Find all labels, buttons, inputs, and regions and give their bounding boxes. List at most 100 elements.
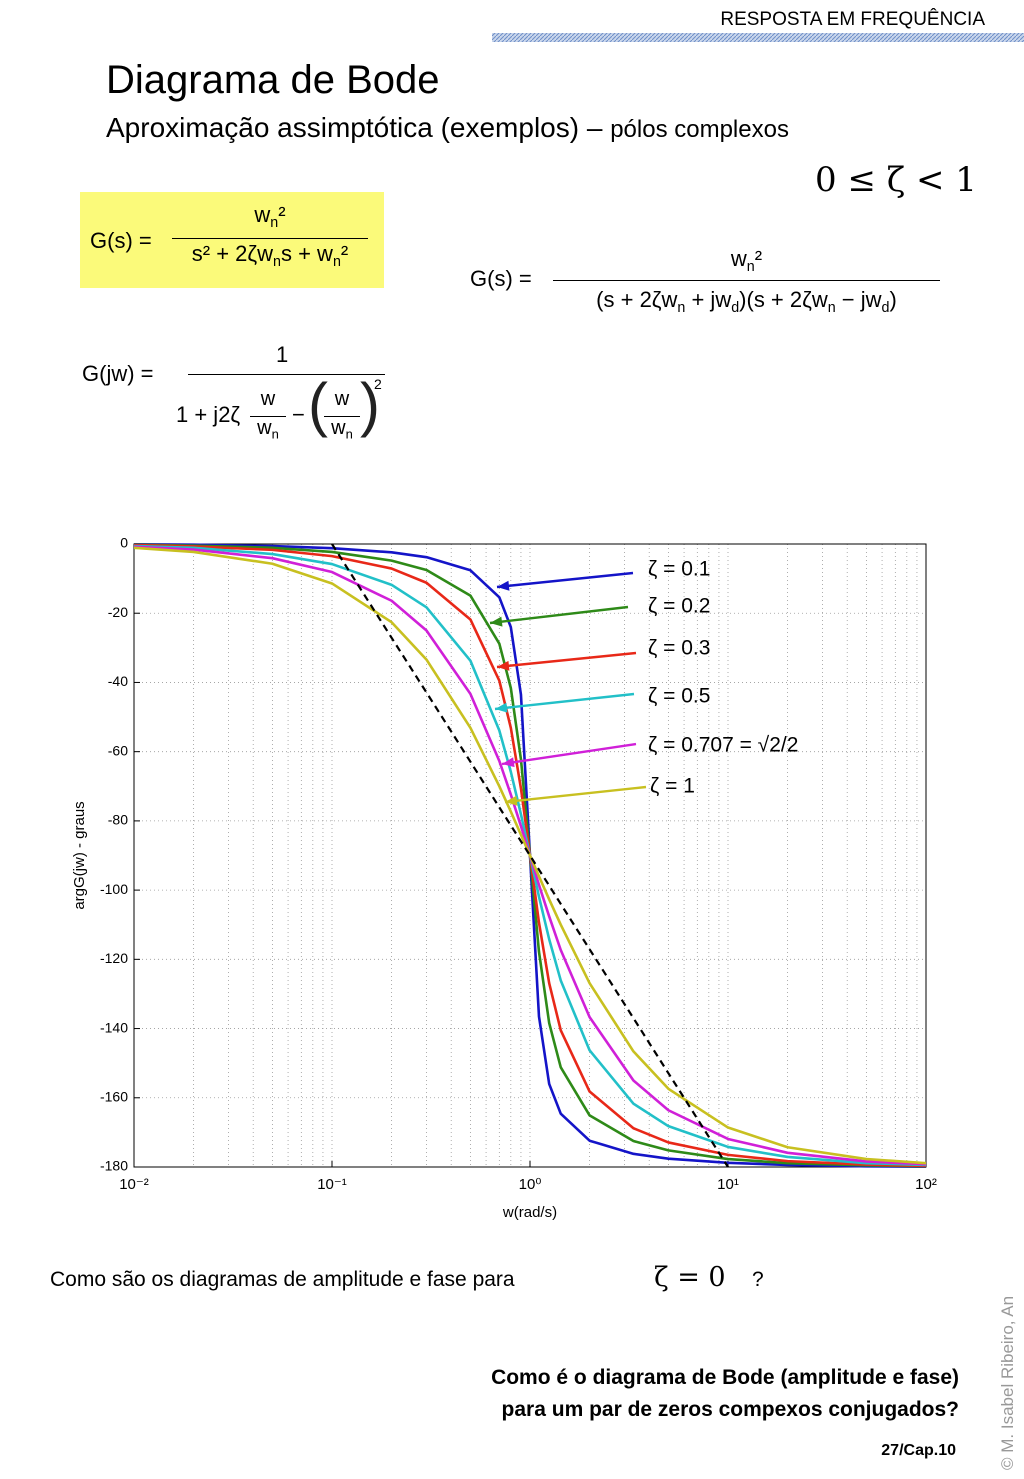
eq-text: w xyxy=(254,202,271,227)
fraction-bar xyxy=(188,374,385,375)
arrow-head xyxy=(497,580,510,591)
arrow-head xyxy=(505,795,518,806)
annotation-arrow xyxy=(496,651,637,669)
annotation-label: ζ = 0.1 xyxy=(648,558,710,581)
eq-text: − xyxy=(292,402,305,427)
series-line xyxy=(134,546,926,1165)
arrow-head xyxy=(502,757,515,768)
annotation-arrow xyxy=(494,692,635,711)
numerator: 1 xyxy=(276,342,289,367)
question-math: ζ = 0 xyxy=(654,1262,726,1293)
annotation-label: ζ = 0.5 xyxy=(648,685,710,708)
numerator: w xyxy=(334,388,350,410)
y-tick-label: -20 xyxy=(108,604,128,620)
eq-text: + jw xyxy=(685,287,732,312)
eq-lhs: G(s) = xyxy=(470,266,532,291)
y-tick-label: -120 xyxy=(100,950,128,966)
page-number: 27/Cap.10 xyxy=(881,1442,956,1459)
x-tick-label: 10⁰ xyxy=(519,1176,542,1193)
y-tick-label: 0 xyxy=(120,535,128,551)
subscript: n xyxy=(677,300,686,316)
question-box: Como é o diagrama de Bode (amplitude e f… xyxy=(491,1362,959,1426)
arrow-head xyxy=(495,702,508,713)
y-tick-label: -180 xyxy=(100,1158,128,1174)
eq-text: 1 + j2ζ xyxy=(176,402,241,427)
plot-frame xyxy=(133,543,927,1168)
subtitle: Aproximação assimptótica (exemplos) – pó… xyxy=(106,112,789,144)
eq-text: w xyxy=(257,417,272,439)
paren: ) xyxy=(360,371,380,438)
subscript: d xyxy=(881,300,890,316)
eq-text: (s + 2ζw xyxy=(596,287,678,312)
subscript: n xyxy=(746,259,755,275)
annotation-label: ζ = 1 xyxy=(650,775,695,798)
eq-text: w xyxy=(331,417,346,439)
annotation-arrow xyxy=(504,785,647,804)
subtitle-small: pólos complexos xyxy=(610,116,789,143)
numerator: w xyxy=(260,388,276,410)
subscript: n xyxy=(270,215,279,231)
annotation-arrow xyxy=(496,571,634,589)
condition: 0 ≤ ζ < 1 xyxy=(815,160,977,200)
eq-text: s + w xyxy=(280,241,333,266)
y-tick-label: -100 xyxy=(100,881,128,897)
title: Diagrama de Bode xyxy=(106,58,440,102)
numerator: wn² xyxy=(172,202,368,231)
eq-text: − jw xyxy=(835,287,882,312)
eq-text: ) xyxy=(889,287,897,312)
subscript: n xyxy=(827,300,836,316)
fraction: w wn xyxy=(250,388,286,442)
section-title: RESPOSTA EM FREQUÊNCIA xyxy=(720,8,985,30)
question-end: ? xyxy=(752,1268,764,1291)
annotation-label: ζ = 0.3 xyxy=(648,637,710,660)
header-bar xyxy=(492,33,1024,42)
y-tick-label: -60 xyxy=(108,742,128,758)
subscript: n xyxy=(345,426,353,442)
annotation-arrow xyxy=(489,605,629,625)
x-tick-label: 10⁻¹ xyxy=(317,1176,347,1193)
x-tick-label: 10² xyxy=(915,1176,937,1193)
denominator: s² + 2ζwns + wn² xyxy=(172,241,368,270)
question-line: para um par de zeros compexos conjugados… xyxy=(501,1398,959,1421)
y-tick-label: -160 xyxy=(100,1088,128,1104)
subscript: n xyxy=(273,254,281,270)
annotation-label: ζ = 0.2 xyxy=(648,595,710,618)
denominator: wn xyxy=(324,417,360,442)
eq-text: ² xyxy=(278,202,286,227)
eq-lhs: G(jw) = xyxy=(82,361,154,386)
numerator: wn² xyxy=(553,246,940,275)
annotation-arrow xyxy=(501,742,637,766)
copyright: © M. Isabel Ribeiro, An xyxy=(998,1295,1017,1470)
fraction-bar xyxy=(250,416,286,417)
question-line: Como é o diagrama de Bode (amplitude e f… xyxy=(491,1366,959,1389)
eq-text: ² xyxy=(340,241,349,266)
eq-lhs: G(s) = xyxy=(90,228,152,253)
y-tick-label: -80 xyxy=(108,812,128,828)
eq-text: )(s + 2ζw xyxy=(739,287,828,312)
subscript: d xyxy=(731,300,740,316)
series-line xyxy=(331,543,729,1168)
y-tick-label: -40 xyxy=(108,673,128,689)
y-axis-label: argG(jw) - graus xyxy=(71,801,88,909)
paren: ( xyxy=(308,371,328,438)
eq-text: s² + 2ζw xyxy=(191,241,274,266)
fraction: wn² (s + 2ζwn + jwd)(s + 2ζwn − jwd) xyxy=(553,246,940,316)
y-tick-label: -140 xyxy=(100,1019,128,1035)
x-tick-label: 10¹ xyxy=(717,1176,739,1193)
subscript: n xyxy=(271,426,279,442)
denominator: (s + 2ζwn + jwd)(s + 2ζwn − jwd) xyxy=(553,287,940,316)
eq-text: w xyxy=(730,246,747,271)
highlight-box xyxy=(80,192,384,288)
arrow-head xyxy=(490,616,503,627)
fraction: wn² s² + 2ζwns + wn² xyxy=(172,202,368,270)
x-axis-label: w(rad/s) xyxy=(502,1204,557,1221)
fraction-bar xyxy=(324,416,360,417)
fraction-bar xyxy=(172,238,368,239)
fraction: w wn xyxy=(324,388,360,442)
subscript: n xyxy=(332,254,341,270)
x-tick-label: 10⁻² xyxy=(119,1176,149,1193)
fraction-bar xyxy=(553,280,940,281)
question: Como são os diagramas de amplitude e fas… xyxy=(50,1268,515,1291)
